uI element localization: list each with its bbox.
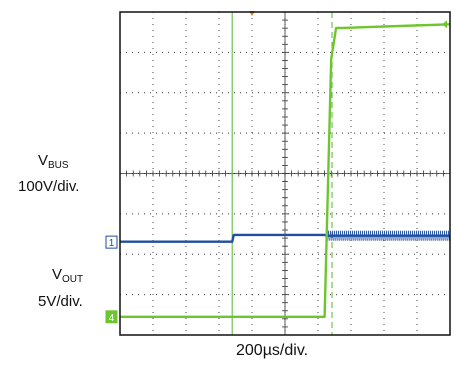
vout-marker-number: 4 [109,313,115,324]
vout-marker-box [105,310,118,324]
vout-level-marker [442,20,447,29]
waveform-traces [120,23,451,318]
vbus-marker-box [105,235,118,249]
plot-frame [119,11,451,336]
channel-markers: 14 [105,20,447,324]
graticule [119,11,450,336]
vout-channel-label: VOUT [52,266,84,286]
vbus-scale-label: 100V/div. [18,178,80,195]
vbus-marker-number: 1 [109,238,115,249]
vbus-ground-marker: 1 [105,235,118,249]
timebase-label: 200µs/div. [236,342,309,359]
vout-trace [120,23,451,318]
vout-ground-marker: 4 [105,310,118,324]
vbus-channel-label: VBUS [38,152,69,172]
vout-scale-label: 5V/div. [38,293,83,310]
